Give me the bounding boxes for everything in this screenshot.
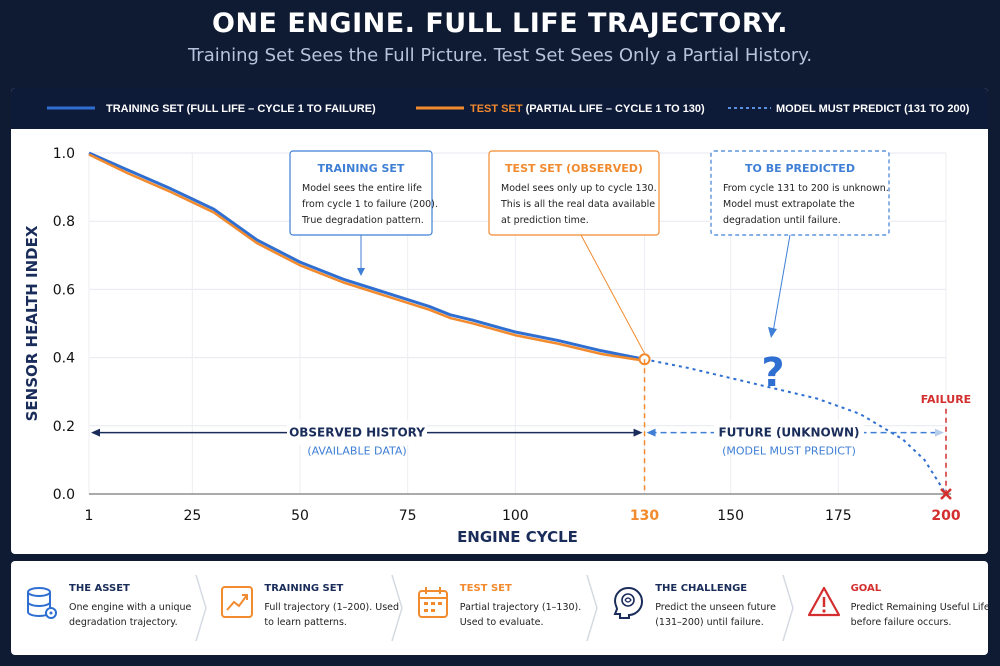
- training-pointer-head: [357, 268, 365, 276]
- predict-box-line: Model must extrapolate the: [723, 199, 855, 210]
- legend-test-rest: (PARTIAL LIFE – CYCLE 1 TO 130): [523, 103, 705, 115]
- series-group: [88, 151, 952, 500]
- predict-box-line: From cycle 131 to 200 is unknown.: [723, 183, 889, 194]
- summary-card: THE ASSET One engine with a unique degrad…: [11, 561, 208, 655]
- summary-card: TEST SET Partial trajectory (1–130). Used…: [402, 561, 598, 655]
- summary-card-description: Partial trajectory (1–130). Used to eval…: [459, 602, 582, 628]
- y-tick-label: 1.0: [53, 146, 75, 162]
- y-tick-label: 0.8: [53, 214, 75, 230]
- summary-card-description: Full trajectory (1–200). Used to learn p…: [264, 602, 400, 628]
- future-label-bg: [714, 420, 864, 445]
- test-box-line: This is all the real data available: [500, 199, 655, 210]
- predict-box-line: degradation until failure.: [723, 215, 841, 226]
- predict-box-frame: [710, 150, 890, 236]
- y-tick-label: 0.0: [53, 487, 75, 503]
- y-tick-label: 0.6: [53, 282, 75, 298]
- predict-box-title: TO BE PREDICTED: [745, 162, 855, 175]
- chart-panel: TRAINING SET (FULL LIFE – CYCLE 1 TO FAI…: [11, 88, 988, 554]
- x-tick-label: 130: [630, 508, 659, 524]
- legend-training-label: TRAINING SET (FULL LIFE – CYCLE 1 TO FAI…: [106, 103, 376, 115]
- summary-card-description: Predict the unseen future (131–200) unti…: [655, 602, 776, 628]
- calendar-icon: [417, 587, 448, 618]
- future-title: FUTURE (UNKNOWN): [718, 426, 859, 440]
- training-box-line: True degradation pattern.: [301, 215, 424, 226]
- training-box-line: Model sees the entire life: [302, 183, 422, 194]
- future-sub: (MODEL MUST PREDICT): [722, 445, 856, 458]
- failure-label: FAILURE: [921, 393, 971, 406]
- legend-predict-label: MODEL MUST PREDICT (131 TO 200): [776, 103, 970, 115]
- test-box-line: at prediction time.: [501, 215, 589, 226]
- axes: 0.0 0.2 0.4 0.6 0.8 1.0 1 25 50 75 100 130 150 175 200…: [23, 146, 961, 546]
- summary-card-title: TRAINING SET: [264, 583, 344, 594]
- predicted-series-line: [644, 358, 947, 495]
- training-series-line: [88, 151, 645, 361]
- summary-card-title: GOAL: [850, 583, 882, 594]
- future-arrow-left: [646, 428, 656, 437]
- database-icon: [27, 587, 57, 619]
- observed-label-bg: [287, 420, 427, 445]
- legend-test-label: TEST SET (PARTIAL LIFE – CYCLE 1 TO 130): [470, 103, 705, 115]
- x-tick-label: 25: [183, 508, 201, 524]
- test-pointer: [580, 234, 645, 354]
- warning-icon: [807, 586, 840, 617]
- predict-pointer-head: [768, 327, 777, 338]
- chart-svg: 0.0 0.2 0.4 0.6 0.8 1.0 1 25 50 75 100 130 150 175 200…: [23, 146, 971, 546]
- brain-head-icon: [613, 586, 644, 619]
- summary-card-title: TEST SET: [459, 583, 512, 594]
- summary-card-title: THE CHALLENGE: [655, 583, 748, 594]
- x-tick-label: 1: [85, 508, 94, 524]
- x-tick-label: 150: [717, 508, 744, 524]
- chevron-right-icon: [391, 574, 403, 642]
- training-box-line: from cycle 1 to failure (200).: [302, 199, 438, 210]
- test-box-line: Model sees only up to cycle 130.: [501, 183, 657, 194]
- page-subtitle: Training Set Sees the Full Picture. Test…: [187, 45, 813, 66]
- summary-strip: THE ASSET One engine with a unique degrad…: [11, 561, 988, 655]
- predict-pointer: [772, 234, 791, 333]
- legend-test-highlight: TEST SET: [470, 103, 523, 115]
- observed-arrow-right: [633, 428, 643, 437]
- chevron-right-icon: [195, 574, 208, 642]
- test-box-title: TEST SET (OBSERVED): [505, 162, 643, 175]
- observed-title: OBSERVED HISTORY: [289, 426, 425, 440]
- x-tick-label: 75: [399, 508, 417, 524]
- y-tick-label: 0.4: [53, 351, 75, 367]
- chevron-right-icon: [586, 574, 598, 642]
- page-title: ONE ENGINE. FULL LIFE TRAJECTORY.: [212, 8, 788, 39]
- test-box-frame: [488, 150, 660, 236]
- x-tick-label: 50: [291, 508, 309, 524]
- y-tick-label: 0.2: [53, 419, 75, 435]
- chevron-right-icon: [781, 574, 794, 642]
- legend-bar: TRAINING SET (FULL LIFE – CYCLE 1 TO FAI…: [11, 88, 988, 129]
- x-tick-label: 175: [825, 508, 852, 524]
- annotations: FAILURE? TRAINING SET Model sees the entir…: [91, 150, 971, 494]
- trend-chart-icon: [221, 586, 254, 618]
- summary-card-description: Predict Remaining Useful Life before fai…: [850, 602, 988, 628]
- test-series-line: [88, 153, 645, 363]
- training-box-title: TRAINING SET: [318, 162, 405, 175]
- future-arrow-right: [935, 428, 944, 437]
- x-tick-label: 100: [502, 508, 529, 524]
- summary-card-title: THE ASSET: [69, 583, 130, 594]
- question-mark: ?: [761, 350, 784, 396]
- legend-svg: TRAINING SET (FULL LIFE – CYCLE 1 TO FAI…: [47, 103, 970, 115]
- summary-card: GOAL Predict Remaining Useful Life before…: [793, 561, 988, 655]
- summary-card-description: One engine with a unique degradation tra…: [69, 602, 192, 628]
- observed-sub: (AVAILABLE DATA): [307, 445, 406, 458]
- summary-card: THE CHALLENGE Predict the unseen future (…: [597, 561, 794, 655]
- x-axis-label: ENGINE CYCLE: [457, 528, 578, 546]
- y-axis-label: SENSOR HEALTH INDEX: [23, 225, 41, 421]
- summary-card: TRAINING SET Full trajectory (1–200). Use…: [206, 561, 403, 655]
- x-tick-label: 200: [931, 508, 960, 524]
- observed-arrow-left: [91, 428, 100, 437]
